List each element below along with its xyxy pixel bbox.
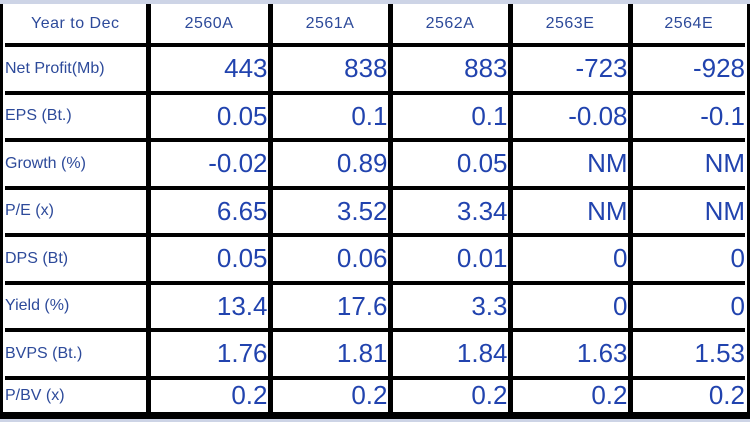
value-cell: 0 (630, 235, 745, 285)
value-cell: 6.65 (148, 187, 273, 238)
value-cell: 838 (270, 45, 393, 95)
value-cell: 1.76 (148, 330, 273, 380)
value-cell: -0.02 (148, 140, 273, 190)
row-label: DPS (Bt) (5, 235, 151, 285)
value-cell: 0 (630, 282, 745, 333)
value-cell: 3.3 (390, 282, 513, 333)
value-cell: 443 (148, 45, 273, 95)
value-cell: 0.2 (510, 377, 633, 412)
table-row: DPS (Bt) 0.05 0.06 0.01 0 0 (5, 235, 745, 285)
value-cell: -928 (630, 45, 745, 95)
table-row: Growth (%) -0.02 0.89 0.05 NM NM (5, 140, 745, 190)
table-row: P/E (x) 6.65 3.52 3.34 NM NM (5, 187, 745, 238)
header-cell-2563e: 2563E (510, 4, 633, 47)
value-cell: -0.08 (510, 92, 633, 143)
value-cell: 0.1 (390, 92, 513, 143)
value-cell: NM (510, 140, 633, 190)
value-cell: NM (510, 187, 633, 238)
row-label: P/BV (x) (5, 377, 151, 412)
value-cell: 3.52 (270, 187, 393, 238)
value-cell: 0.2 (390, 377, 513, 412)
row-label: P/E (x) (5, 187, 151, 238)
value-cell: 1.63 (510, 330, 633, 380)
row-label: BVPS (Bt.) (5, 330, 151, 380)
table-row: Net Profit(Mb) 443 838 883 -723 -928 (5, 45, 745, 95)
value-cell: 17.6 (270, 282, 393, 333)
value-cell: 0 (510, 235, 633, 285)
header-cell-2560a: 2560A (148, 4, 273, 47)
value-cell: -723 (510, 45, 633, 95)
value-cell: 1.84 (390, 330, 513, 380)
value-cell: 0.05 (390, 140, 513, 190)
row-label: Yield (%) (5, 282, 151, 333)
table-row: P/BV (x) 0.2 0.2 0.2 0.2 0.2 (5, 377, 745, 412)
data-table: Year to Dec 2560A 2561A 2562A 2563E 2564E Net… (5, 4, 745, 412)
value-cell: 13.4 (148, 282, 273, 333)
financial-summary-table: Year to Dec 2560A 2561A 2562A 2563E 2564E Net… (0, 4, 750, 419)
value-cell: 0.01 (390, 235, 513, 285)
header-cell-2564e: 2564E (630, 4, 745, 47)
value-cell: 0.05 (148, 92, 273, 143)
value-cell: 0.05 (148, 235, 273, 285)
table-row: EPS (Bt.) 0.05 0.1 0.1 -0.08 -0.1 (5, 92, 745, 143)
value-cell: 0.1 (270, 92, 393, 143)
row-label: EPS (Bt.) (5, 92, 151, 143)
header-cell-2561a: 2561A (270, 4, 393, 47)
table-row: BVPS (Bt.) 1.76 1.81 1.84 1.63 1.53 (5, 330, 745, 380)
value-cell: 1.81 (270, 330, 393, 380)
value-cell: -0.1 (630, 92, 745, 143)
row-label: Growth (%) (5, 140, 151, 190)
value-cell: NM (630, 140, 745, 190)
table-header-row: Year to Dec 2560A 2561A 2562A 2563E 2564E (5, 4, 745, 47)
row-label: Net Profit(Mb) (5, 45, 151, 95)
value-cell: 0.2 (708, 380, 745, 411)
header-cell-2562a: 2562A (390, 4, 513, 47)
value-cell: NM (630, 187, 745, 238)
value-cell: 0 (510, 282, 633, 333)
value-cell: 1.53 (630, 330, 745, 380)
table-row: Yield (%) 13.4 17.6 3.3 0 0 (5, 282, 745, 333)
value-cell: 883 (390, 45, 513, 95)
value-cell: 0.2 (148, 377, 273, 412)
value-cell: 3.34 (390, 187, 513, 238)
value-cell: 0.06 (270, 235, 393, 285)
header-cell-year-to-dec: Year to Dec (5, 4, 151, 47)
value-cell: 0.2 (270, 377, 393, 412)
value-cell: 0.89 (270, 140, 393, 190)
